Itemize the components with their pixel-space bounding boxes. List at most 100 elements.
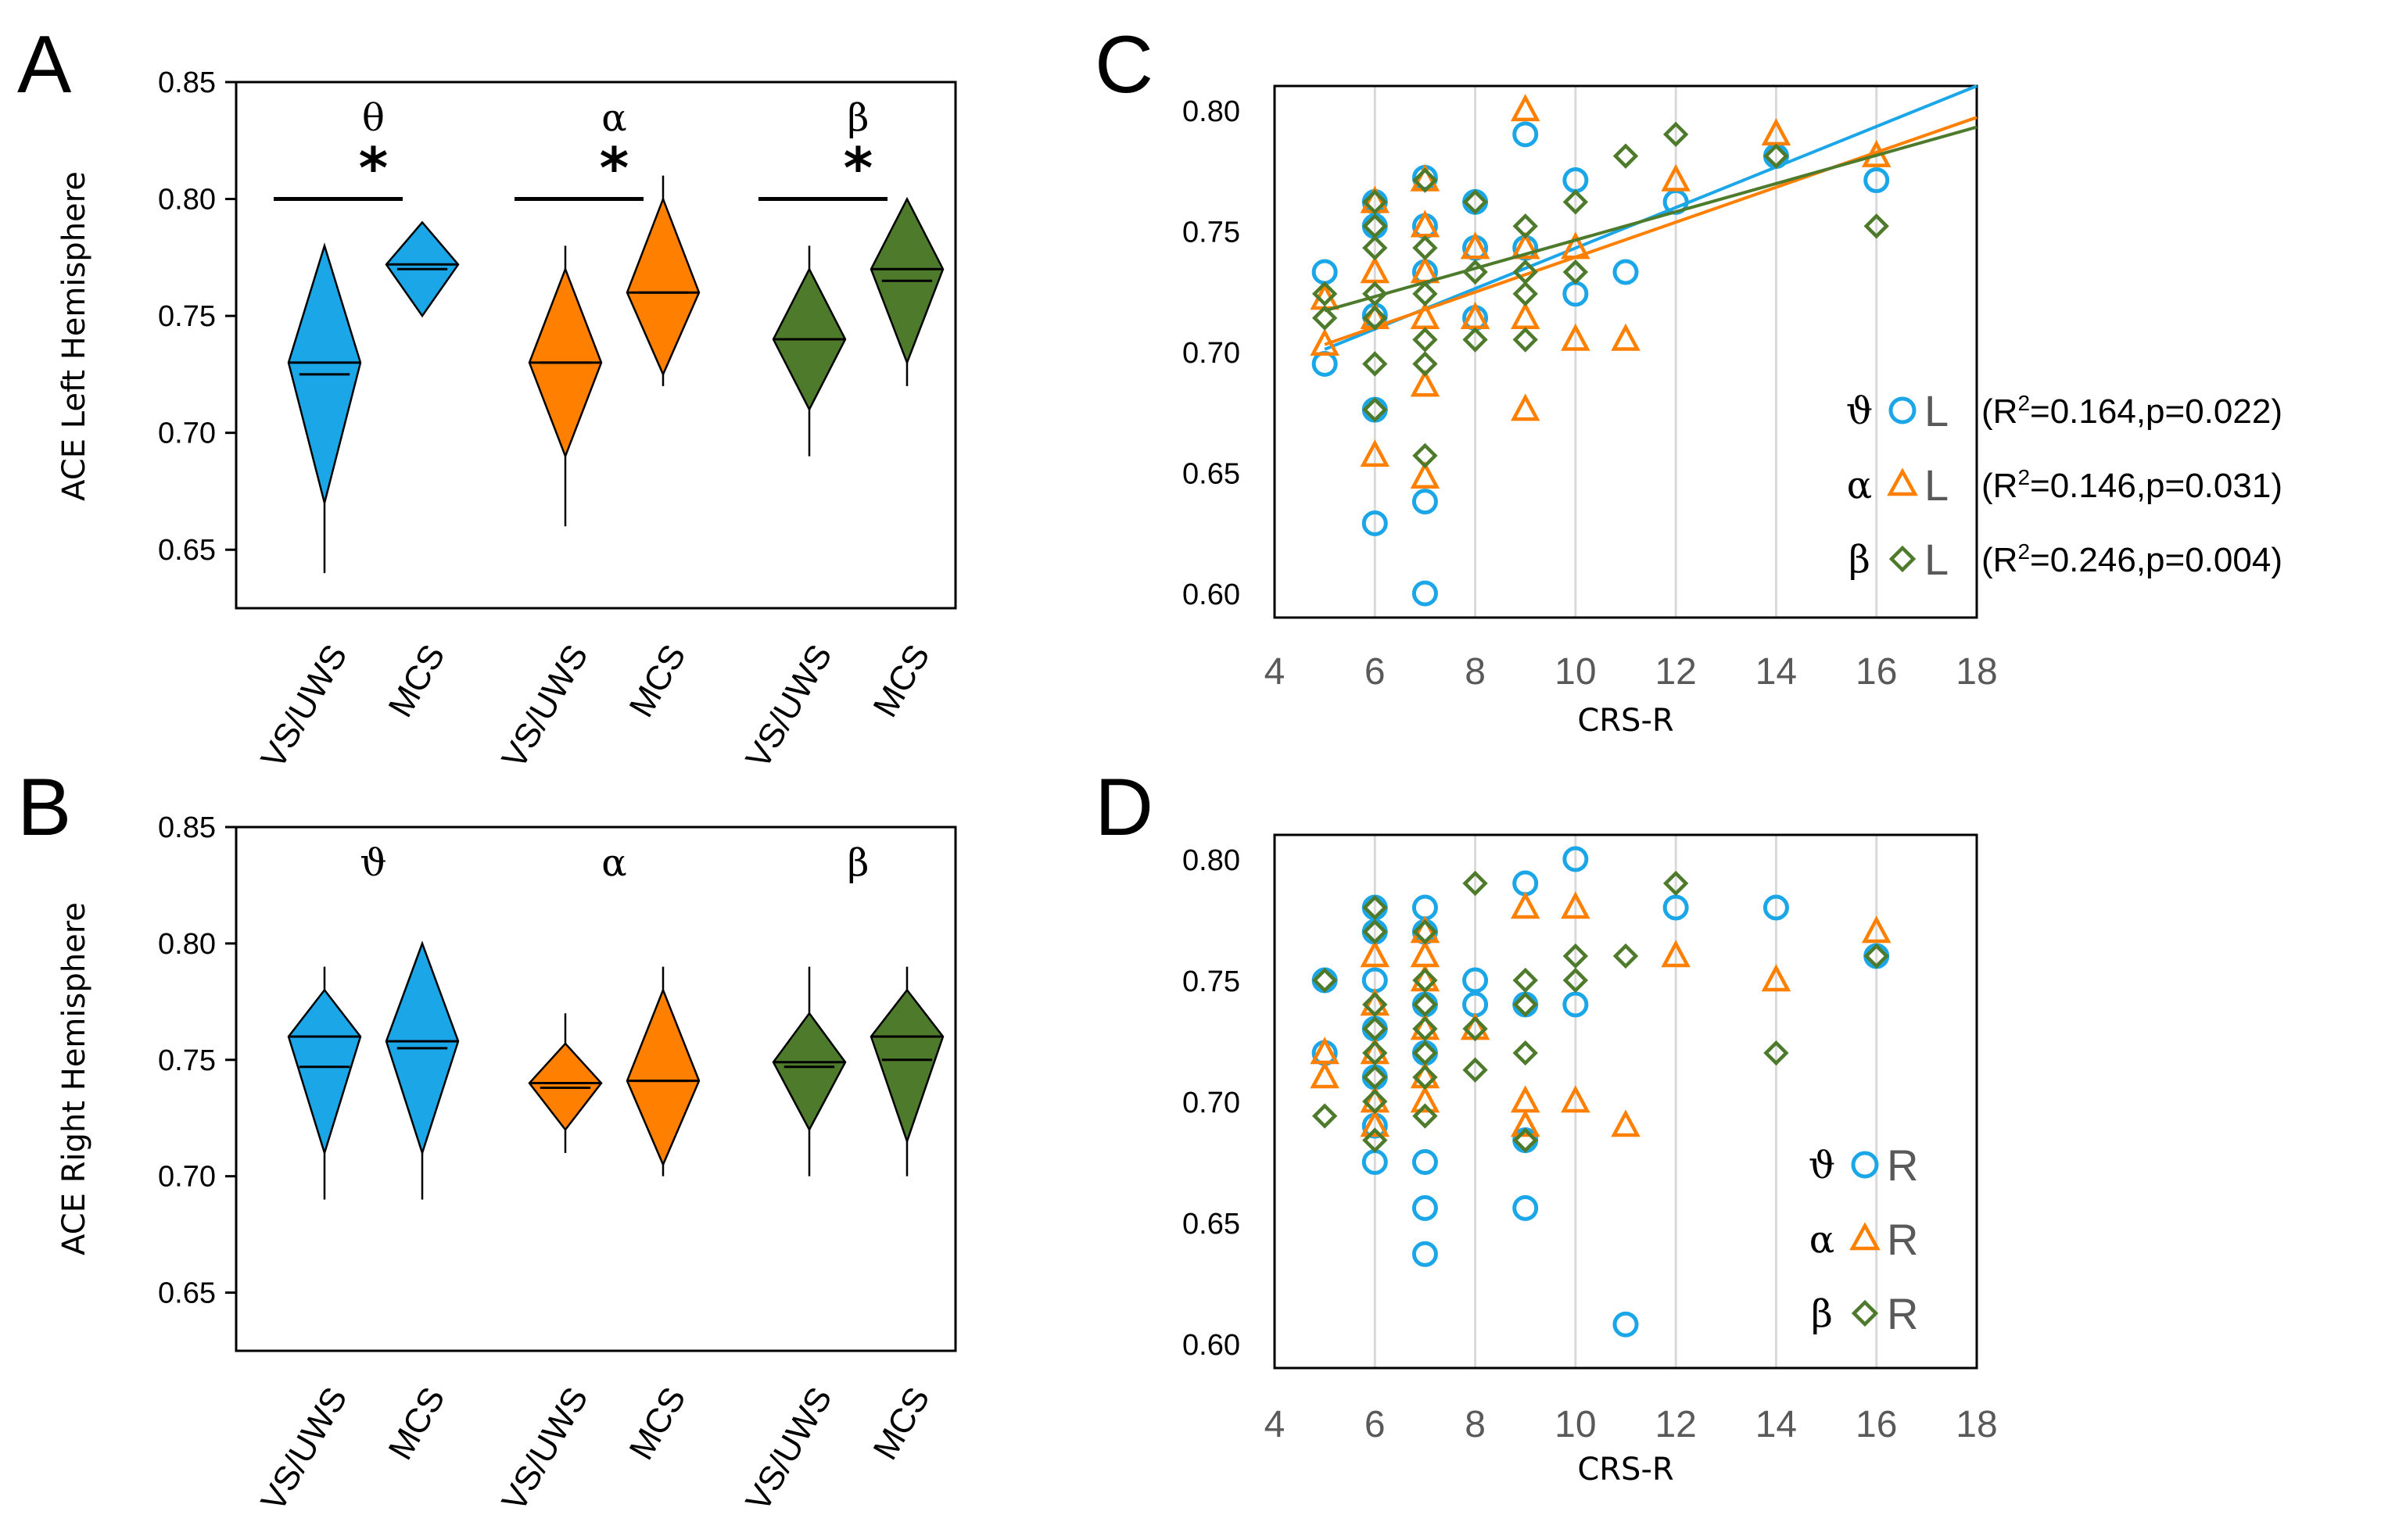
legend-marker-triangle bbox=[1849, 1222, 1881, 1251]
plot-frame bbox=[1273, 84, 1978, 619]
x-tick-label: 6 bbox=[1364, 651, 1386, 693]
data-point-diamond bbox=[1412, 235, 1438, 261]
legend-marker-circle bbox=[1888, 396, 1917, 424]
violin-shape bbox=[626, 987, 701, 1167]
significance-star: * bbox=[359, 135, 389, 201]
legend-band-symbol: ϑ bbox=[1846, 389, 1873, 433]
data-point-circle bbox=[1612, 1311, 1639, 1338]
x-tick-label: 4 bbox=[1264, 1404, 1286, 1445]
x-tick-label: 6 bbox=[1364, 1404, 1386, 1445]
data-point-diamond bbox=[1412, 281, 1438, 307]
trend-line bbox=[1324, 116, 1978, 346]
data-point-diamond bbox=[1362, 894, 1388, 921]
y-tick-label: 0.60 bbox=[1182, 1329, 1240, 1362]
data-point-triangle bbox=[1561, 323, 1590, 351]
data-point-diamond bbox=[1512, 991, 1538, 1018]
band-label: β bbox=[848, 96, 870, 140]
data-point-diamond bbox=[1362, 1040, 1388, 1066]
data-point-diamond bbox=[1362, 1064, 1388, 1091]
y-tick-label: 0.80 bbox=[1182, 95, 1240, 128]
data-point-triangle bbox=[1360, 940, 1390, 968]
category-label: VS/UWS bbox=[494, 639, 595, 775]
data-point-diamond bbox=[1863, 943, 1889, 969]
data-point-diamond bbox=[1412, 351, 1438, 377]
data-point-diamond bbox=[1562, 967, 1589, 994]
data-point-diamond bbox=[1311, 281, 1338, 307]
data-point-diamond bbox=[1462, 1057, 1488, 1083]
data-point-circle bbox=[1411, 1241, 1438, 1267]
data-point-diamond bbox=[1412, 1040, 1438, 1066]
x-tick-label: 10 bbox=[1554, 1404, 1596, 1445]
legend-marker-diamond bbox=[1851, 1299, 1879, 1327]
data-point-triangle bbox=[1360, 1109, 1390, 1137]
band-group-theta: θ* VS/UWS MCS bbox=[253, 96, 460, 775]
panel-letter-a: A bbox=[17, 20, 72, 110]
scatter-panel-c: 4 6 8 10 12 14 16 18 0.60 0.65 0.70 0.75 0.80 CRS-R ϑ L… bbox=[1182, 84, 2282, 739]
data-point-diamond bbox=[1662, 121, 1689, 148]
data-point-circle bbox=[1662, 894, 1689, 921]
band-group-alpha: α* VS/UWS MCS bbox=[494, 96, 701, 775]
data-point-triangle bbox=[1410, 460, 1440, 489]
data-point-diamond bbox=[1763, 1040, 1789, 1066]
data-point-diamond bbox=[1362, 305, 1388, 331]
data-point-triangle bbox=[1310, 1061, 1339, 1089]
data-point-diamond bbox=[1412, 327, 1438, 353]
data-point-triangle bbox=[1410, 369, 1440, 397]
data-point-diamond bbox=[1311, 1103, 1338, 1129]
x-tick-label: 8 bbox=[1465, 651, 1486, 693]
data-point-diamond bbox=[1462, 189, 1488, 215]
data-point-circle bbox=[1462, 967, 1489, 994]
x-tick-label: 14 bbox=[1755, 1404, 1797, 1445]
y-tick-label: 0.75 bbox=[158, 300, 216, 333]
x-axis-title: CRS-R bbox=[1577, 1452, 1673, 1488]
y-axis-title: ACE Left Hemisphere bbox=[56, 171, 92, 501]
legend: ϑ L (R2=0.164,p=0.022) α L (R2=0.146,p=0.031)… bbox=[1846, 386, 2282, 584]
legend-band-symbol: β bbox=[1811, 1292, 1833, 1336]
data-point-diamond bbox=[1412, 1064, 1438, 1091]
data-point-diamond bbox=[1362, 235, 1388, 261]
legend-band-symbol: ϑ bbox=[1809, 1144, 1835, 1187]
data-point-triangle bbox=[1661, 940, 1691, 968]
legend-band-symbol: β bbox=[1849, 538, 1870, 582]
data-point-diamond bbox=[1362, 1015, 1388, 1042]
data-point-circle bbox=[1411, 580, 1438, 607]
x-tick-label: 16 bbox=[1856, 651, 1897, 693]
data-point-diamond bbox=[1612, 143, 1639, 169]
data-point-diamond bbox=[1362, 991, 1388, 1018]
data-point-circle bbox=[1411, 489, 1438, 515]
band-label: θ bbox=[362, 96, 385, 140]
data-point-diamond bbox=[1412, 442, 1438, 469]
category-label: MCS bbox=[381, 639, 452, 724]
y-axis-title: ACE Right Hemisphere bbox=[56, 902, 92, 1255]
panel-letter-b: B bbox=[17, 762, 71, 853]
y-tick-label: 0.65 bbox=[1182, 1208, 1240, 1241]
data-point-circle bbox=[1411, 991, 1438, 1018]
data-point-circle bbox=[1512, 1127, 1539, 1154]
data-point-diamond bbox=[1362, 189, 1388, 215]
y-tick-label: 0.70 bbox=[158, 417, 216, 450]
data-point-diamond bbox=[1412, 991, 1438, 1018]
legend-marker-circle bbox=[1851, 1151, 1879, 1179]
legend-stat: (R2=0.146,p=0.031) bbox=[1981, 465, 2282, 505]
data-point-circle bbox=[1411, 1040, 1438, 1066]
legend-stat: (R2=0.164,p=0.022) bbox=[1981, 391, 2282, 431]
y-tick-label: 0.60 bbox=[1182, 578, 1240, 611]
y-tick-label: 0.65 bbox=[158, 1277, 216, 1310]
band-label: α bbox=[601, 841, 626, 885]
legend-marker-triangle bbox=[1887, 467, 1918, 496]
x-tick-label: 18 bbox=[1956, 651, 1997, 693]
data-point-triangle bbox=[1410, 1085, 1440, 1113]
y-tick-label: 0.70 bbox=[1182, 1087, 1240, 1119]
data-point-circle bbox=[1311, 259, 1338, 285]
x-tick-label: 12 bbox=[1655, 651, 1696, 693]
data-point-circle bbox=[1762, 894, 1789, 921]
plot-frame bbox=[1273, 833, 1978, 1370]
legend-band-symbol: α bbox=[1847, 464, 1872, 507]
violin-panel-b: 0.65 0.70 0.75 0.80 0.85 ACE Right Hemisphere… bbox=[56, 811, 957, 1517]
data-point-diamond bbox=[1863, 213, 1889, 239]
data-point-diamond bbox=[1512, 967, 1538, 994]
data-point-diamond bbox=[1562, 943, 1589, 969]
data-point-diamond bbox=[1412, 919, 1438, 945]
data-point-circle bbox=[1863, 167, 1890, 194]
